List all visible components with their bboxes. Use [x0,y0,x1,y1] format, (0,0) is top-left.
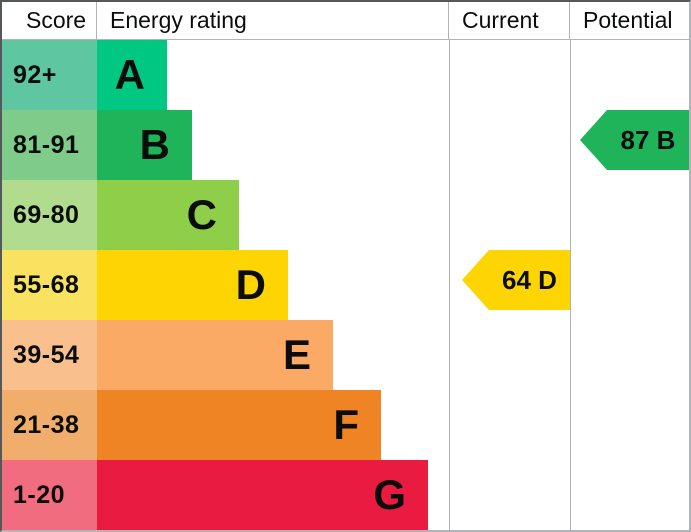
score-range-cell-f: 21-38 [2,390,97,460]
band-letter: C [186,191,217,238]
potential-header-label: Potential [583,7,673,33]
score-range-label: 1-20 [13,480,66,509]
energy-rating-cell-f: F [97,390,449,460]
current-rating-arrow: 64 D [462,250,570,310]
score-range-cell-d: 55-68 [2,250,97,320]
band-letter: A [114,51,145,98]
potential-rating-column: 87 B [570,40,689,530]
potential-rating-label: 87 B [621,125,676,155]
score-range-label: 21-38 [13,410,80,439]
score-range-label: 55-68 [13,270,80,299]
score-column-header: Score [2,2,97,40]
energy-rating-cell-e: E [97,320,449,390]
band-letter: E [282,331,311,378]
band-bar-c: C [97,180,239,250]
band-bar-e: E [97,320,333,390]
band-bar-f: F [97,390,381,460]
band-bar-g: G [97,460,428,530]
potential-rating-arrow: 87 B [580,110,689,170]
score-range-cell-e: 39-54 [2,320,97,390]
current-rating-label: 64 D [502,265,557,295]
score-range-label: 69-80 [13,200,80,229]
band-letter: D [235,261,266,308]
band-letter: G [373,471,406,518]
score-range-label: 39-54 [13,340,80,369]
energy-rating-cell-c: C [97,180,449,250]
band-bar-d: D [97,250,288,320]
energy-rating-header-label: Energy rating [110,7,247,33]
band-letter: B [139,121,170,168]
current-rating-column: 64 D [449,40,570,530]
energy-rating-column-header: Energy rating [97,2,449,40]
band-bar-b: B [97,110,192,180]
band-letter: F [333,401,359,448]
energy-rating-cell-g: G [97,460,449,530]
score-range-label: 81-91 [13,130,80,159]
score-range-cell-g: 1-20 [2,460,97,530]
score-range-cell-c: 69-80 [2,180,97,250]
energy-rating-cell-b: B [97,110,449,180]
current-column-header: Current [449,2,570,40]
band-bar-a: A [97,40,167,110]
current-arrow-shape [462,250,570,310]
score-range-cell-a: 92+ [2,40,97,110]
energy-rating-cell-a: A [97,40,449,110]
score-range-cell-b: 81-91 [2,110,97,180]
score-range-label: 92+ [13,60,57,89]
potential-arrow-shape [580,110,689,170]
score-header-label: Score [26,7,87,33]
energy-rating-cell-d: D [97,250,449,320]
potential-column-header: Potential [570,2,689,40]
current-header-label: Current [462,7,539,33]
